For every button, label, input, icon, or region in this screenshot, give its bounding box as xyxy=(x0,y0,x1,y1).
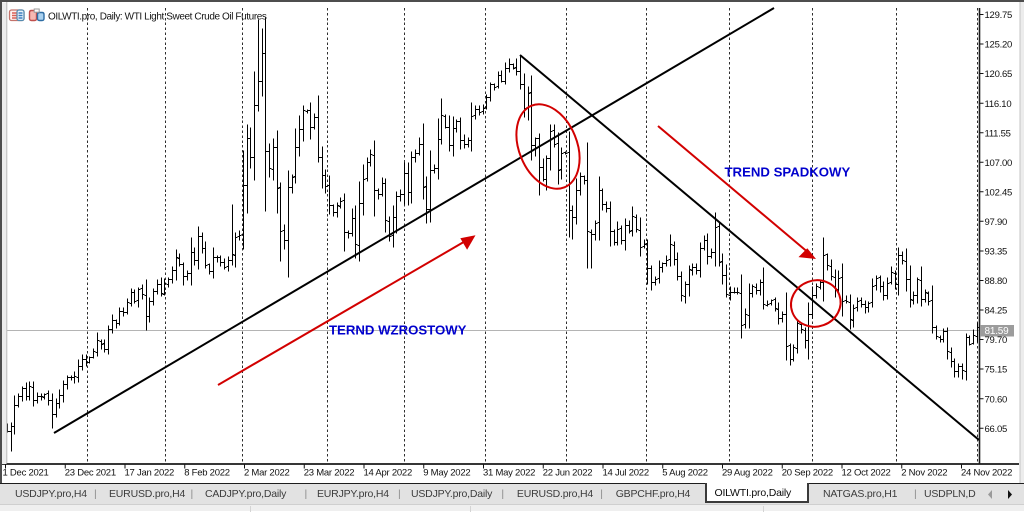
svg-text:9 May 2022: 9 May 2022 xyxy=(423,468,470,479)
svg-text:31 May 2022: 31 May 2022 xyxy=(483,468,535,479)
svg-text:116.10: 116.10 xyxy=(985,99,1012,110)
svg-text:OILWTI.pro, Daily: WTI Light: OILWTI.pro, Daily: WTI Light Sweet Crude… xyxy=(48,12,267,23)
svg-text:75.15: 75.15 xyxy=(985,365,1008,376)
svg-text:70.60: 70.60 xyxy=(985,394,1008,405)
svg-text:14 Apr 2022: 14 Apr 2022 xyxy=(364,468,413,479)
svg-text:23 Mar 2022: 23 Mar 2022 xyxy=(304,468,355,479)
svg-text:TERND WZROSTOWY: TERND WZROSTOWY xyxy=(329,323,467,338)
svg-text:93.35: 93.35 xyxy=(985,247,1008,258)
svg-text:111.55: 111.55 xyxy=(985,128,1011,139)
svg-text:84.25: 84.25 xyxy=(985,306,1008,317)
svg-text:TREND SPADKOWY: TREND SPADKOWY xyxy=(725,165,851,180)
svg-text:120.65: 120.65 xyxy=(985,69,1013,80)
svg-text:14 Jul 2022: 14 Jul 2022 xyxy=(603,468,649,479)
svg-text:102.45: 102.45 xyxy=(985,187,1013,198)
svg-text:22 Jun 2022: 22 Jun 2022 xyxy=(543,468,593,479)
svg-text:66.05: 66.05 xyxy=(985,424,1008,435)
svg-text:5 Aug 2022: 5 Aug 2022 xyxy=(662,468,708,479)
svg-text:24 Nov 2022: 24 Nov 2022 xyxy=(961,468,1012,479)
svg-text:17 Jan 2022: 17 Jan 2022 xyxy=(125,468,175,479)
svg-text:107.00: 107.00 xyxy=(985,158,1013,169)
svg-text:88.80: 88.80 xyxy=(985,276,1008,287)
svg-text:12 Oct 2022: 12 Oct 2022 xyxy=(842,468,891,479)
svg-text:125.20: 125.20 xyxy=(985,40,1013,51)
svg-text:2 Nov 2022: 2 Nov 2022 xyxy=(901,468,947,479)
svg-text:79.70: 79.70 xyxy=(985,335,1008,346)
svg-text:20 Sep 2022: 20 Sep 2022 xyxy=(782,468,833,479)
svg-text:2 Mar 2022: 2 Mar 2022 xyxy=(244,468,290,479)
svg-text:8 Feb 2022: 8 Feb 2022 xyxy=(184,468,230,479)
svg-text:1 Dec 2021: 1 Dec 2021 xyxy=(3,468,49,479)
svg-text:23 Dec 2021: 23 Dec 2021 xyxy=(65,468,116,479)
svg-text:97.90: 97.90 xyxy=(985,217,1008,228)
svg-text:129.75: 129.75 xyxy=(985,10,1013,21)
svg-text:29 Aug 2022: 29 Aug 2022 xyxy=(722,468,773,479)
svg-text:81.59: 81.59 xyxy=(985,326,1010,337)
